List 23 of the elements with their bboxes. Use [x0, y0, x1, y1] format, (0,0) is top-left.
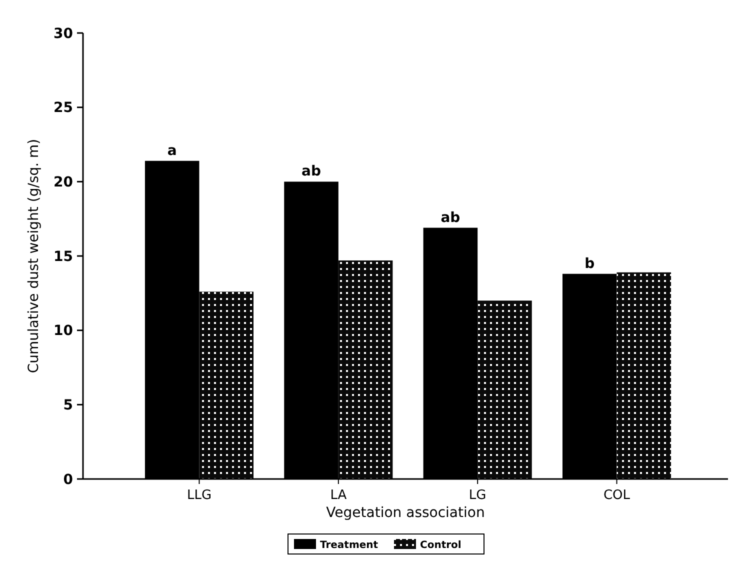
x-tick-label: LLG [186, 488, 212, 503]
annotation: b [584, 256, 595, 272]
legend-label: Control [420, 540, 462, 551]
annotation: a [167, 142, 177, 159]
x-axis-title: Vegetation association [326, 505, 485, 521]
y-tick-label: 20 [54, 174, 74, 191]
y-tick-label: 25 [54, 100, 73, 116]
bar [478, 300, 532, 479]
y-axis-title: Cumulative dust weight (g/sq. m) [26, 138, 42, 374]
y-tick-label: 30 [54, 26, 74, 42]
legend-label: Treatment [320, 540, 378, 551]
bar [338, 260, 393, 479]
y-tick-label: 5 [63, 398, 73, 414]
y-tick-label: 15 [54, 248, 73, 265]
annotation: ab [440, 210, 460, 226]
y-tick-label: 0 [63, 472, 74, 488]
x-tick-label: LG [468, 488, 486, 503]
bar [616, 272, 672, 479]
y-tick-label: 10 [54, 323, 74, 340]
x-tick-label: LA [330, 488, 347, 503]
annotation: ab [302, 164, 322, 180]
bar [199, 292, 254, 479]
x-tick-label: COL [603, 488, 631, 503]
